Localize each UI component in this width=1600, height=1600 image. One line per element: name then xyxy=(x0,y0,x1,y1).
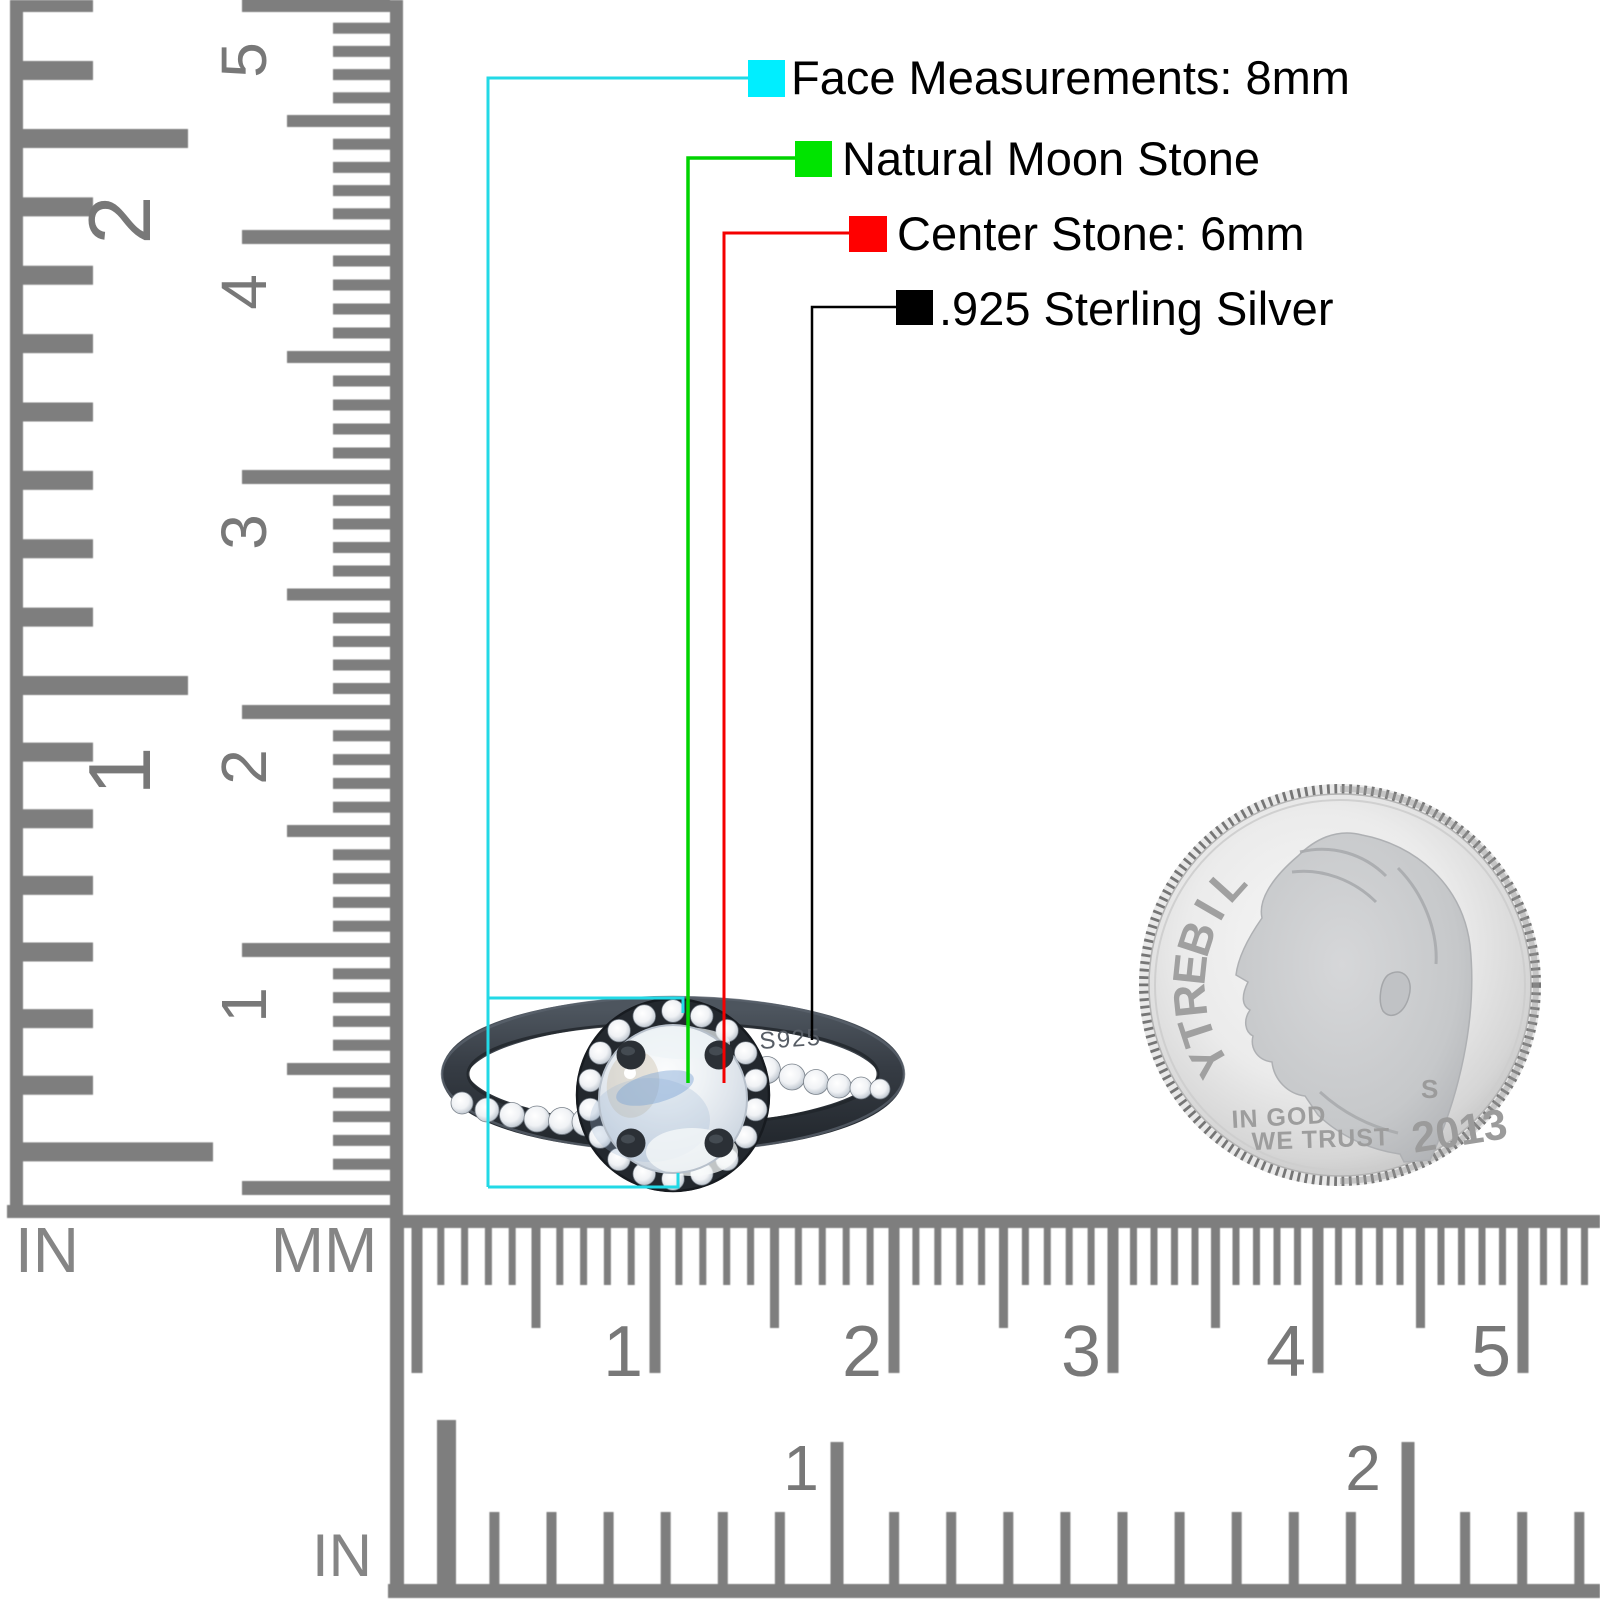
moonstone-callout-line xyxy=(686,156,795,1083)
moonstone-rim xyxy=(598,1024,748,1174)
ruler-digit: 2 xyxy=(70,196,169,245)
prong-highlight xyxy=(621,1134,635,1144)
motto-line1: IN GOD xyxy=(1231,1101,1327,1134)
horizontal-ruler xyxy=(388,1215,1600,1598)
silver-callout-swatch xyxy=(896,290,933,325)
coin-inner-rim xyxy=(1154,799,1526,1171)
ear-icon xyxy=(1379,971,1411,1017)
moonstone-ring-photo: S925 xyxy=(440,995,906,1193)
ruler-digit: 3 xyxy=(1061,1312,1101,1392)
ruler-digit: 1 xyxy=(603,1312,643,1392)
moonstone-blue-streak xyxy=(616,1070,694,1106)
band-cz-stone xyxy=(826,1073,852,1099)
ruler-digit: 5 xyxy=(208,42,280,78)
horizontal-ruler-inch-unit: IN xyxy=(312,1522,372,1589)
ruler-digit: 2 xyxy=(208,749,280,785)
center-stone-label: Center Stone: 6mm xyxy=(897,207,1305,260)
mint-mark: S xyxy=(1421,1074,1438,1104)
face-measurements-label: Face Measurements: 8mm xyxy=(791,51,1350,104)
halo-cz-stone xyxy=(734,1041,758,1065)
ruler-digit: 3 xyxy=(208,514,280,550)
motto-line2: WE TRUST xyxy=(1251,1123,1390,1156)
ruler-digit: 5 xyxy=(1471,1312,1511,1392)
band-cz-stone xyxy=(499,1102,525,1128)
horizontal-ruler-labels: IN 1 2 3 4 51 2 xyxy=(312,1312,1511,1589)
halo-cz-stone xyxy=(744,1068,768,1093)
liberty-letter: E xyxy=(1162,951,1217,987)
sterling-silver-label: .925 Sterling Silver xyxy=(939,282,1334,335)
vertical-ruler-labels: IN MM 2 1 5 4 3 2 1 xyxy=(15,42,377,1286)
halo-pave-stones xyxy=(578,999,768,1191)
ruler-digit: 1 xyxy=(70,747,169,796)
ruler-digit: 4 xyxy=(208,274,280,310)
halo-cz-stone xyxy=(607,1019,631,1043)
moonstone-warm-patch xyxy=(606,1050,660,1118)
callout-swatches xyxy=(748,60,933,325)
band-cz-stone xyxy=(849,1076,873,1100)
halo-cz-stone xyxy=(632,1004,656,1028)
halo-cz-stone xyxy=(578,1068,602,1093)
ruler-digit: 1 xyxy=(208,987,280,1023)
moonstone-callout-swatch xyxy=(795,141,832,177)
band-cz-stone xyxy=(523,1105,551,1133)
band-cz-stone xyxy=(869,1078,891,1100)
face-callout-swatch xyxy=(748,60,785,97)
prong-beads xyxy=(616,1040,734,1158)
prong-highlight xyxy=(709,1134,723,1144)
band-cz-stone xyxy=(803,1069,829,1095)
band-cz-stone xyxy=(778,1063,806,1091)
center-stone-callout-swatch xyxy=(849,216,887,252)
vertical-ruler xyxy=(7,0,403,1218)
prong-highlight xyxy=(709,1046,723,1056)
halo-cz-stone xyxy=(690,1004,714,1028)
ruler-digit: 2 xyxy=(842,1312,882,1392)
center-stone-callout-line xyxy=(722,231,849,1083)
band-cz-stone xyxy=(548,1107,576,1135)
ruler-digit: 2 xyxy=(1345,1432,1381,1504)
vertical-ruler-mm-unit: MM xyxy=(271,1214,378,1286)
face-callout-line xyxy=(486,76,748,1189)
coin-reeded-edge xyxy=(1139,784,1541,1186)
roosevelt-profile xyxy=(1235,832,1473,1163)
vertical-ruler-inch-unit: IN xyxy=(15,1214,79,1286)
liberty-letter: R xyxy=(1162,982,1217,1020)
hair-detail xyxy=(1291,847,1438,1135)
halo-cz-stone xyxy=(661,999,685,1023)
band-cz-stone xyxy=(450,1091,474,1115)
natural-moonstone-label: Natural Moon Stone xyxy=(842,132,1261,185)
callout-lines xyxy=(486,76,896,1189)
halo-cz-stone xyxy=(588,1041,612,1065)
moonstone-highlight-dot xyxy=(624,1067,636,1079)
silver-callout-line xyxy=(810,305,896,1040)
ruler-digit: 4 xyxy=(1266,1312,1306,1392)
prong-highlight xyxy=(621,1046,635,1056)
ruler-digit: 1 xyxy=(783,1432,819,1504)
